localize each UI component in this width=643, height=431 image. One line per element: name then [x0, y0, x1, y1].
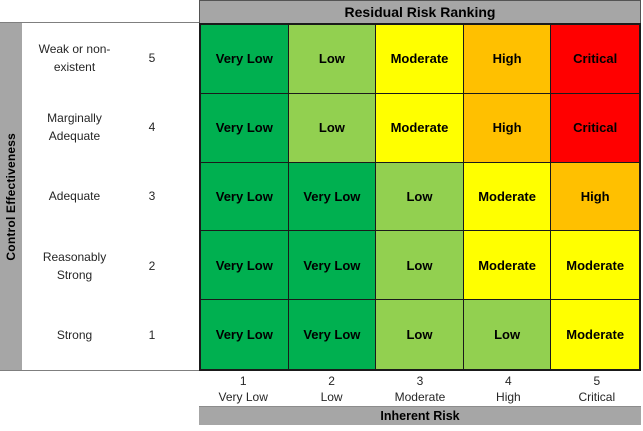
x-tick-label: Moderate	[394, 389, 446, 404]
row-label-text: Marginally Adequate	[22, 109, 127, 145]
row-label: Marginally Adequate 4	[22, 92, 199, 161]
row-label-line: Adequate	[48, 129, 101, 144]
x-tick-label: Very Low	[218, 389, 268, 404]
matrix-cell: High	[551, 162, 639, 232]
matrix-cell-label: High	[580, 188, 610, 204]
matrix-cell-label: Critical	[573, 51, 618, 67]
matrix-cell: Low	[463, 300, 552, 369]
matrix-cell: Very Low	[288, 162, 377, 232]
row-label-line: Adequate	[48, 189, 101, 204]
row-label-line: existent	[53, 59, 96, 74]
matrix-cell: Moderate	[463, 162, 552, 232]
row-labels: Weak or non-existent 5 Marginally Adequate 4…	[22, 23, 199, 370]
matrix-cell: Low	[288, 93, 377, 163]
matrix-cell-label: Low	[318, 120, 345, 136]
matrix-cell: Very Low	[201, 93, 289, 163]
matrix-cell-label: Very Low	[215, 51, 273, 67]
matrix-cell: Very Low	[201, 162, 289, 232]
matrix-cell-label: Very Low	[215, 120, 273, 136]
matrix-cell-label: Moderate	[566, 327, 625, 343]
row-label-line: Weak or non-	[38, 41, 111, 56]
matrix-cell: Very Low	[288, 231, 377, 301]
matrix-cell: Moderate	[551, 300, 639, 369]
matrix-cell-label: Moderate	[566, 257, 625, 273]
matrix-cell-label: Low	[318, 51, 345, 67]
matrix-cell-label: Moderate	[390, 120, 449, 136]
y-axis-title-bar: Control Effectiveness	[0, 23, 22, 370]
matrix-cell-label: Critical	[573, 120, 618, 136]
row-number: 4	[148, 120, 156, 135]
row-number: 1	[148, 328, 156, 343]
matrix-cell: Low	[288, 25, 377, 94]
chart-title-bar: Residual Risk Ranking	[199, 0, 641, 23]
row-label: Weak or non-existent 5	[22, 23, 199, 92]
row-label: Strong 1	[22, 301, 199, 370]
matrix-cell: Critical	[551, 25, 639, 94]
x-axis-ticks: 1 Very Low 2 Low 3 Moderate 4 High 5 Critical	[199, 372, 641, 406]
matrix-cell-label: High	[492, 51, 522, 67]
matrix-cell-label: Low	[406, 188, 433, 204]
x-axis-title-bar: Inherent Risk	[199, 406, 641, 425]
matrix-cell: Very Low	[201, 231, 289, 301]
x-tick-label: Critical	[578, 389, 616, 404]
row-number: 3	[148, 189, 156, 204]
matrix-cell-label: Very Low	[215, 188, 273, 204]
matrix-cell-label: Low	[406, 327, 433, 343]
row-label-line: Reasonably	[42, 249, 107, 264]
matrix-grid: Very Low Low Moderate High Critical Very Low L…	[199, 23, 641, 371]
x-tick-label: Low	[320, 389, 343, 404]
row-label-area: Control Effectiveness Weak or non-existe…	[0, 22, 199, 371]
x-tick-number: 3	[416, 373, 424, 388]
x-tick-label: High	[496, 389, 521, 404]
matrix-cell-label: Very Low	[215, 327, 273, 343]
matrix-cell-label: High	[492, 120, 522, 136]
row-label: Reasonably Strong 2	[22, 231, 199, 300]
matrix-cell: Moderate	[376, 93, 464, 163]
row-number: 2	[148, 258, 156, 273]
matrix-cell-label: Moderate	[478, 188, 536, 204]
row-label-text: Weak or non-existent	[22, 40, 127, 76]
matrix-cell-label: Very Low	[215, 257, 273, 273]
x-axis-tick: 2 Low	[287, 372, 375, 406]
row-label-text: Reasonably Strong	[22, 248, 127, 284]
matrix-cell: Low	[376, 300, 464, 369]
x-tick-number: 2	[328, 373, 335, 388]
matrix-cell: Very Low	[201, 25, 289, 94]
row-label-line: Strong	[56, 267, 93, 282]
matrix-cell: High	[463, 25, 552, 94]
matrix-cell: Moderate	[376, 25, 464, 94]
x-tick-number: 1	[239, 373, 247, 388]
matrix-cell: Very Low	[288, 300, 377, 369]
chart-title: Residual Risk Ranking	[344, 4, 496, 20]
matrix-cell-label: Very Low	[303, 257, 361, 273]
matrix-cell: Very Low	[201, 300, 289, 369]
matrix-cell: Low	[376, 162, 464, 232]
x-tick-number: 5	[593, 373, 601, 388]
matrix-cell-label: Low	[494, 327, 521, 343]
y-axis-title: Control Effectiveness	[4, 132, 18, 261]
x-axis-tick: 5 Critical	[553, 372, 641, 406]
row-label-text: Adequate	[22, 187, 127, 205]
matrix-cell: Moderate	[463, 231, 552, 301]
x-axis-tick: 1 Very Low	[199, 372, 287, 406]
x-axis-title: Inherent Risk	[380, 409, 460, 423]
matrix-cell-label: Very Low	[303, 327, 361, 343]
x-tick-number: 4	[505, 373, 512, 388]
matrix-cell: High	[463, 93, 552, 163]
row-label-text: Strong	[22, 326, 127, 344]
x-axis-tick: 4 High	[464, 372, 552, 406]
matrix-cell: Moderate	[551, 231, 639, 301]
row-number: 5	[148, 50, 156, 65]
row-label: Adequate 3	[22, 162, 199, 231]
matrix-cell-label: Low	[406, 257, 433, 273]
matrix-cell: Low	[376, 231, 464, 301]
row-label-line: Strong	[56, 328, 93, 343]
matrix-cell-label: Moderate	[478, 257, 536, 273]
x-axis-tick: 3 Moderate	[376, 372, 464, 406]
matrix-cell-label: Moderate	[390, 51, 449, 67]
row-label-line: Marginally	[47, 111, 102, 126]
matrix-cell: Critical	[551, 93, 639, 163]
matrix-cell-label: Very Low	[303, 188, 361, 204]
